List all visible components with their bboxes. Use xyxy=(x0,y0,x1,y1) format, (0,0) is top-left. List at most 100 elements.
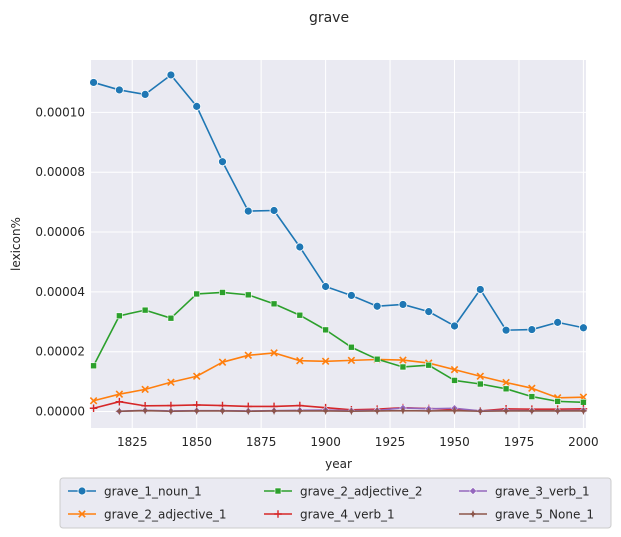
data-point xyxy=(166,407,175,416)
data-point xyxy=(192,406,201,415)
data-point xyxy=(579,323,588,333)
data-point xyxy=(274,510,282,518)
legend-item: grave_2_adjective_2 xyxy=(264,485,422,499)
legend-label: grave_3_verb_1 xyxy=(495,485,590,499)
data-point xyxy=(115,390,124,398)
data-point xyxy=(244,351,253,360)
data-point xyxy=(115,407,124,416)
data-point xyxy=(451,377,458,384)
x-tick-label: 1900 xyxy=(310,435,341,449)
data-point xyxy=(372,301,382,311)
data-point xyxy=(296,311,304,319)
y-tick-label: 0.00002 xyxy=(35,345,85,359)
y-axis: 0.00000 0.00002 0.00004 0.00006 0.00008 0.000… xyxy=(35,105,85,418)
legend-label: grave_1_noun_1 xyxy=(104,485,202,499)
data-point xyxy=(89,404,98,413)
data-point xyxy=(553,317,563,327)
data-point xyxy=(219,289,226,296)
legend-label: grave_5_None_1 xyxy=(495,508,594,522)
legend-item: grave_5_None_1 xyxy=(459,508,594,522)
data-point xyxy=(554,398,561,405)
series-grave_5_None_1 xyxy=(115,406,588,416)
data-point xyxy=(321,282,331,291)
data-point xyxy=(346,291,356,300)
data-point xyxy=(116,312,123,320)
data-point xyxy=(399,363,407,371)
data-point xyxy=(89,397,98,405)
plot-area xyxy=(91,60,586,428)
x-tick-label: 1975 xyxy=(504,435,535,449)
data-point xyxy=(347,356,356,365)
y-axis-label: lexicon% xyxy=(9,217,23,271)
data-point xyxy=(424,406,433,415)
data-point xyxy=(502,378,510,387)
legend-item: grave_4_verb_1 xyxy=(264,508,395,522)
data-point xyxy=(450,406,459,415)
series-grave_2_adjective_2 xyxy=(90,289,587,406)
data-point xyxy=(373,355,381,363)
legend-item: grave_2_adjective_1 xyxy=(68,508,226,522)
series-line xyxy=(92,291,584,404)
data-point xyxy=(579,406,588,415)
x-tick-label: 1850 xyxy=(181,435,212,449)
data-point xyxy=(243,206,253,216)
data-point xyxy=(141,385,149,394)
data-point xyxy=(218,406,227,415)
y-tick-label: 0.00000 xyxy=(35,405,85,419)
data-point xyxy=(322,326,329,334)
series-line xyxy=(93,352,584,402)
legend-item: grave_3_verb_1 xyxy=(459,485,590,499)
data-point xyxy=(476,380,484,388)
data-point xyxy=(192,372,201,381)
data-point xyxy=(399,356,407,364)
data-point xyxy=(469,487,477,495)
data-point xyxy=(296,356,304,365)
data-point xyxy=(398,406,407,415)
data-point xyxy=(425,361,433,369)
data-point xyxy=(528,384,536,392)
legend-label: grave_2_adjective_2 xyxy=(300,485,422,499)
data-point xyxy=(476,407,485,416)
data-point xyxy=(141,406,150,415)
data-point xyxy=(347,407,356,416)
series-line xyxy=(93,74,584,331)
data-point xyxy=(424,307,434,317)
data-point xyxy=(274,487,282,495)
data-point xyxy=(167,378,175,386)
data-point xyxy=(501,325,511,335)
data-point xyxy=(527,406,536,415)
data-point xyxy=(450,365,459,374)
data-point xyxy=(244,291,252,299)
data-point xyxy=(321,357,330,366)
data-point xyxy=(270,300,278,308)
y-tick-label: 0.00008 xyxy=(35,165,85,179)
data-point xyxy=(450,321,459,331)
chart-title: grave xyxy=(309,10,349,26)
data-point xyxy=(398,300,408,309)
data-point xyxy=(140,90,150,99)
x-axis: 1825 1850 1875 1900 1925 1950 1975 2000 xyxy=(117,435,599,449)
y-tick-label: 0.00004 xyxy=(35,285,85,299)
data-point xyxy=(270,349,278,357)
data-point xyxy=(580,398,587,406)
data-point xyxy=(114,85,124,95)
data-point xyxy=(527,325,537,334)
data-point xyxy=(553,406,562,415)
x-axis-label: year xyxy=(325,457,352,471)
data-point xyxy=(475,285,485,294)
data-point xyxy=(348,343,355,351)
data-point xyxy=(269,206,279,215)
x-tick-label: 1950 xyxy=(439,435,470,449)
data-point xyxy=(78,510,86,518)
series-grave_1_noun_1 xyxy=(89,70,588,335)
data-point xyxy=(469,510,477,518)
x-tick-label: 1825 xyxy=(117,435,148,449)
x-tick-label: 2000 xyxy=(568,435,599,449)
data-point xyxy=(90,362,97,370)
x-tick-label: 1875 xyxy=(246,435,277,449)
data-point xyxy=(295,406,304,415)
data-point xyxy=(115,397,124,406)
series-line xyxy=(93,400,584,412)
data-point xyxy=(166,70,176,80)
